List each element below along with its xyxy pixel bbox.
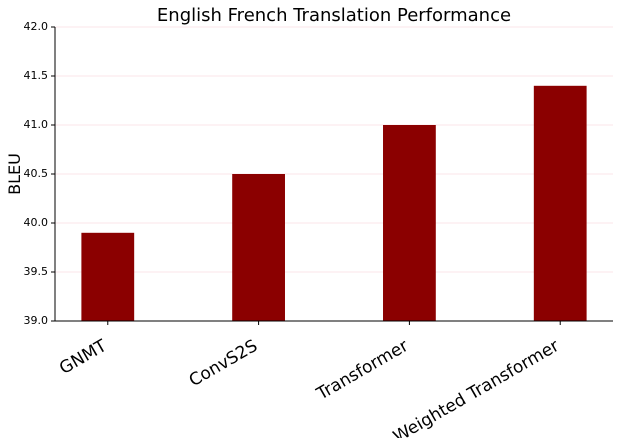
y-tick-label: 39.0: [24, 314, 49, 327]
y-tick-label: 41.0: [24, 118, 49, 131]
y-axis-label: BLEU: [5, 153, 24, 195]
y-tick-label: 39.5: [24, 265, 49, 278]
bar: [232, 174, 285, 321]
x-tick-label: Transformer: [313, 336, 412, 405]
y-tick-label: 41.5: [24, 69, 49, 82]
chart-title: English French Translation Performance: [157, 5, 511, 26]
x-tick-label: Weighted Transformer: [390, 336, 563, 438]
y-tick-label: 40.0: [24, 216, 49, 229]
x-tick-label: GNMT: [56, 336, 111, 379]
bar: [533, 85, 587, 321]
x-tick-label: ConvS2S: [186, 336, 261, 391]
bar: [81, 232, 135, 321]
y-tick-label: 40.5: [24, 167, 49, 180]
bar: [383, 125, 436, 321]
y-tick-label: 42.0: [24, 20, 49, 33]
